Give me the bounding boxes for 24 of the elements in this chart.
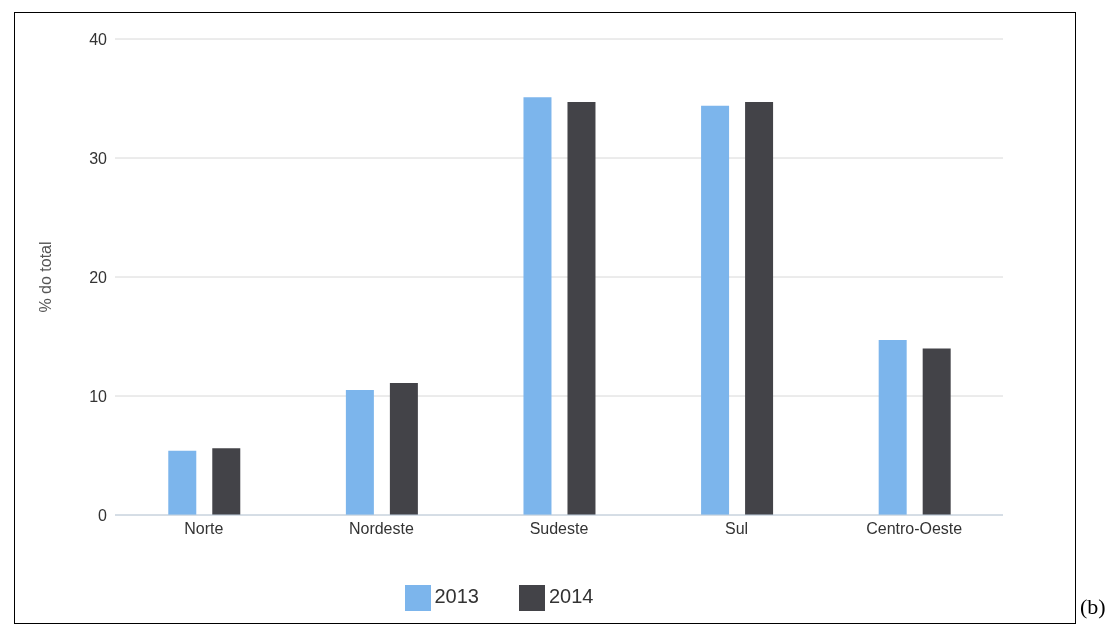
text: (b) — [1080, 594, 1106, 620]
bar — [745, 102, 774, 515]
bar — [212, 448, 241, 515]
bar — [389, 382, 418, 515]
legend-label: 2013 — [434, 585, 479, 608]
x-tick-label: Nordeste — [348, 520, 414, 538]
x-tick-label: Sudeste — [529, 520, 589, 538]
legend-label: 2014 — [549, 585, 594, 608]
bar — [567, 102, 596, 515]
y-tick-label: 40 — [89, 30, 108, 48]
y-tick-label: 30 — [89, 149, 108, 167]
bar — [168, 450, 197, 515]
x-tick-label: Norte — [184, 520, 224, 538]
bar — [878, 340, 907, 515]
bar — [523, 97, 552, 515]
y-tick-label: 20 — [89, 268, 108, 286]
x-tick-label: Centro-Oeste — [866, 520, 963, 538]
y-tick-label: 10 — [89, 387, 108, 405]
bar — [345, 390, 374, 515]
bar — [922, 348, 951, 515]
y-tick-label: 0 — [98, 506, 108, 524]
x-tick-label: Sul — [725, 520, 749, 538]
bar — [701, 105, 730, 515]
y-axis-title: % do total — [36, 241, 54, 313]
